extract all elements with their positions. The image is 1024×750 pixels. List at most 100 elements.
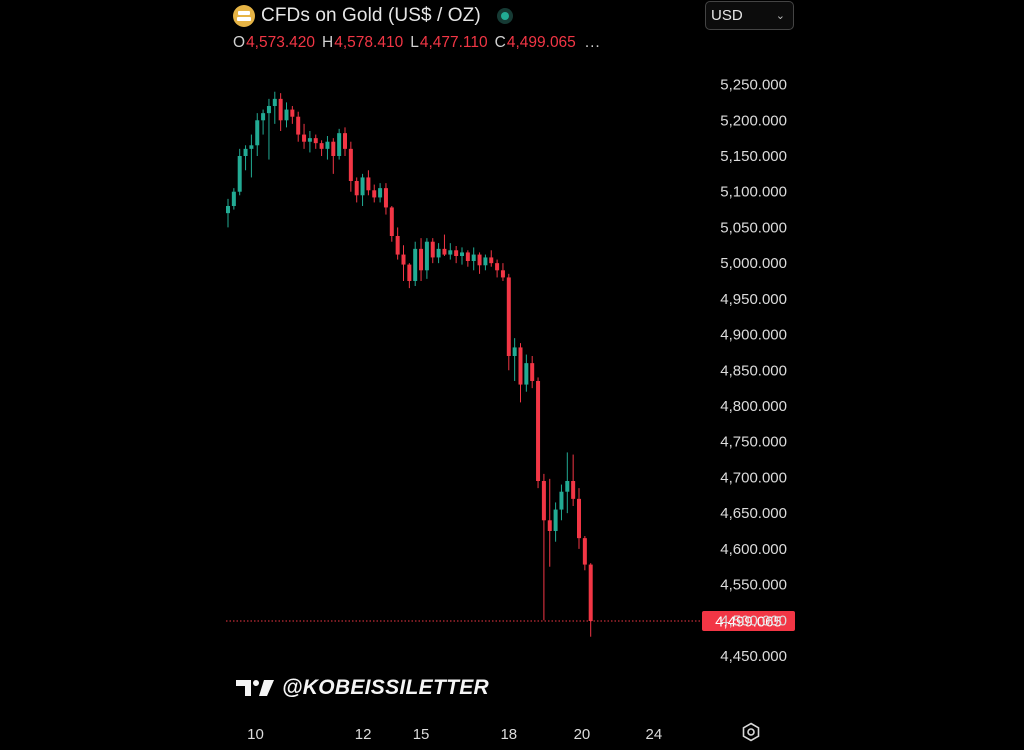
candle[interactable] [541,473,546,621]
candle[interactable] [407,263,412,289]
candle-body [518,347,523,385]
candle[interactable] [226,198,230,228]
close-value: 4,499.065 [506,34,576,51]
y-tick-label: 4,550.000 [720,577,787,594]
candle-body [237,156,242,192]
x-tick-label: 20 [574,726,591,743]
y-tick-label: 5,100.000 [720,184,787,201]
candle[interactable] [319,140,324,156]
candle[interactable] [296,111,301,142]
candle-body [389,207,394,236]
candle[interactable] [506,273,511,371]
candle[interactable] [284,102,289,128]
symbol-title: CFDs on Gold (US$ / OZ) [261,5,481,26]
candle[interactable] [471,247,476,271]
candle[interactable] [559,484,564,521]
candle[interactable] [500,263,505,281]
candle-body [372,190,377,198]
candle[interactable] [272,91,277,124]
more-values-ellipsis[interactable]: ... [584,34,601,51]
candle-body [337,133,342,156]
time-axis[interactable]: 10 12 15 18 20 24 [247,726,662,743]
candle[interactable] [442,234,447,256]
candle[interactable] [325,136,330,160]
candle[interactable] [413,241,418,286]
candle[interactable] [331,138,336,174]
candle[interactable] [307,131,312,153]
candle[interactable] [536,377,541,489]
candle[interactable] [360,173,365,206]
currency-select[interactable]: USD ⌄ [705,1,794,30]
candle[interactable] [489,250,494,267]
candle[interactable] [313,134,318,149]
gold-bars-icon [233,5,255,27]
candle[interactable] [483,254,488,271]
candle[interactable] [266,98,271,160]
candle-body [255,120,260,146]
candle[interactable] [477,252,482,274]
candle[interactable] [237,148,242,196]
candle[interactable] [372,184,377,203]
candle[interactable] [261,109,266,135]
candle[interactable] [395,227,400,260]
candle[interactable] [571,454,576,506]
candle[interactable] [577,488,581,549]
candle-body [290,109,295,117]
candle[interactable] [348,141,353,192]
y-tick-label: 5,200.000 [720,112,787,129]
candle[interactable] [512,338,517,381]
candle[interactable] [424,238,429,279]
candle[interactable] [249,134,254,178]
settings-hexagon-icon[interactable] [741,722,761,742]
currency-label: USD [711,7,743,24]
open-value: 4,573.420 [246,34,316,51]
candle[interactable] [495,259,500,278]
y-tick-label: 5,250.000 [720,77,787,94]
candle[interactable] [354,177,359,203]
candle-body [460,252,464,256]
candle[interactable] [547,478,552,567]
candle[interactable] [401,245,406,281]
candle[interactable] [524,354,529,392]
candle-body [413,248,418,281]
candle[interactable] [290,106,295,124]
candle[interactable] [518,343,523,403]
candle[interactable] [565,452,570,514]
plot-area[interactable] [226,91,704,637]
candle-body [302,134,307,142]
candle-body [541,481,546,521]
candle[interactable] [582,536,587,571]
candle[interactable] [378,183,383,203]
candle[interactable] [530,356,535,389]
candle[interactable] [383,183,388,215]
price-axis[interactable]: 4,499.065 5,250.000 5,200.000 5,150.000 5,10… [702,77,795,665]
last-price-label: 4,499.065 [715,613,782,630]
candle[interactable] [231,188,236,210]
candle[interactable] [430,238,435,264]
candle[interactable] [419,238,424,281]
candle[interactable] [553,502,558,542]
candle[interactable] [436,243,441,264]
y-tick-label: 4,600.000 [720,541,787,558]
candle-body [343,133,347,149]
y-tick-label: 4,700.000 [720,469,787,486]
candle[interactable] [460,247,464,265]
candle[interactable] [278,93,283,131]
candle[interactable] [337,128,342,160]
candle-body [547,520,552,531]
candle[interactable] [588,563,593,637]
candle[interactable] [302,123,307,149]
candle[interactable] [389,206,394,242]
last-price-tag[interactable] [702,610,795,631]
x-tick-label: 15 [413,726,430,743]
candle[interactable] [343,127,347,156]
candle[interactable] [366,170,371,196]
candle[interactable] [448,243,453,260]
watermark: @KOBEISSILETTER [236,676,489,700]
candle[interactable] [454,246,459,264]
candle[interactable] [465,250,470,267]
y-tick-label: 4,500.000 [720,612,787,629]
candle[interactable] [243,145,248,171]
candle[interactable] [255,113,260,156]
